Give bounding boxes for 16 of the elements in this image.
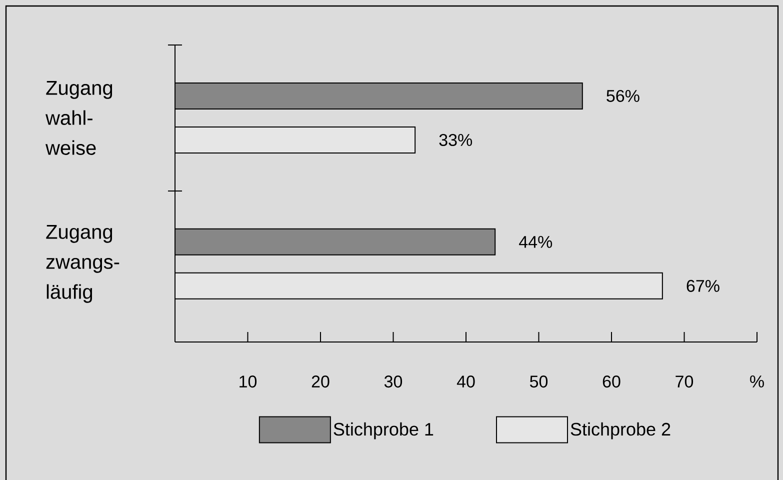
data-label: 56%	[606, 90, 640, 102]
data-label: 67%	[686, 280, 720, 292]
x-tick-label: 40	[456, 376, 475, 388]
data-label: 44%	[519, 236, 552, 248]
x-tick-label: 60	[602, 376, 620, 388]
y-tick-label: Zugang wahl-weise	[46, 81, 112, 155]
legend-label: Stichprobe 1	[334, 422, 434, 440]
y-tick-label: Zugang zwangs-läufig	[46, 224, 120, 303]
x-tick-label: 20	[312, 376, 330, 388]
x-tick-label: %	[750, 376, 764, 388]
x-tick-label: 50	[530, 376, 548, 388]
x-tick-label: 70	[676, 376, 694, 388]
legend-label: Stichprobe 2	[570, 422, 670, 440]
x-tick-label: 10	[240, 376, 257, 388]
x-tick-label: 30	[384, 376, 402, 388]
data-label: 33%	[439, 134, 472, 146]
